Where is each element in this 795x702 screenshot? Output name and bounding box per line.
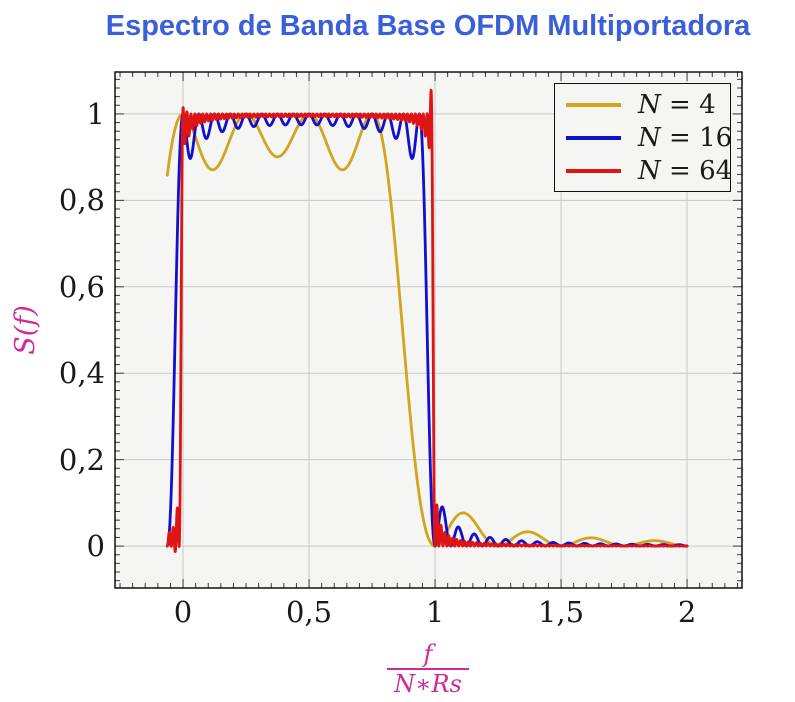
legend-label: N = 4 bbox=[638, 90, 716, 120]
chart-title: Espectro de Banda Base OFDM Multiportado… bbox=[105, 10, 751, 42]
y-tick-label: 0 bbox=[86, 529, 105, 564]
legend-label-value: = 64 bbox=[660, 155, 733, 186]
x-tick-label: 0 bbox=[173, 595, 193, 629]
series-line-N-4 bbox=[165, 112, 689, 548]
legend-row: N = 64 bbox=[555, 156, 732, 186]
plot-border bbox=[114, 71, 743, 589]
y-tick-label: 0,2 bbox=[58, 442, 105, 477]
x-label-numerator: f bbox=[423, 640, 433, 668]
x-tick-label: 0,5 bbox=[285, 595, 333, 629]
legend-line-swatch bbox=[566, 135, 621, 140]
legend-line-swatch bbox=[566, 102, 621, 107]
y-tick-label: 0,8 bbox=[58, 183, 105, 218]
x-label-fraction-bar bbox=[387, 668, 469, 670]
x-tick-label: 1 bbox=[425, 595, 445, 629]
y-tick-label: 0,6 bbox=[58, 269, 105, 304]
legend-label-value: = 4 bbox=[660, 89, 716, 120]
x-tick-label: 2 bbox=[677, 595, 697, 629]
x-tick-label: 1,5 bbox=[537, 595, 585, 629]
series-line-N-64 bbox=[165, 88, 689, 553]
legend-label: N = 16 bbox=[638, 123, 732, 153]
x-axis-label: f N∗Rs bbox=[328, 641, 528, 697]
legend-label: N = 64 bbox=[638, 156, 732, 186]
legend-label-variable: N bbox=[638, 122, 661, 153]
legend-row: N = 16 bbox=[555, 123, 732, 153]
y-tick-label: 0,4 bbox=[58, 356, 105, 391]
series-layer bbox=[165, 88, 689, 553]
legend-label-value: = 16 bbox=[660, 122, 733, 153]
legend-line-swatch bbox=[566, 168, 621, 173]
legend-label-variable: N bbox=[638, 155, 661, 186]
series-line-N-16 bbox=[165, 112, 689, 548]
legend-label-variable: N bbox=[638, 89, 661, 120]
x-label-denominator: N∗Rs bbox=[394, 670, 462, 698]
legend-row: N = 4 bbox=[555, 90, 730, 120]
y-tick-label: 1 bbox=[86, 96, 105, 131]
y-axis-label: S(f) bbox=[10, 305, 41, 355]
